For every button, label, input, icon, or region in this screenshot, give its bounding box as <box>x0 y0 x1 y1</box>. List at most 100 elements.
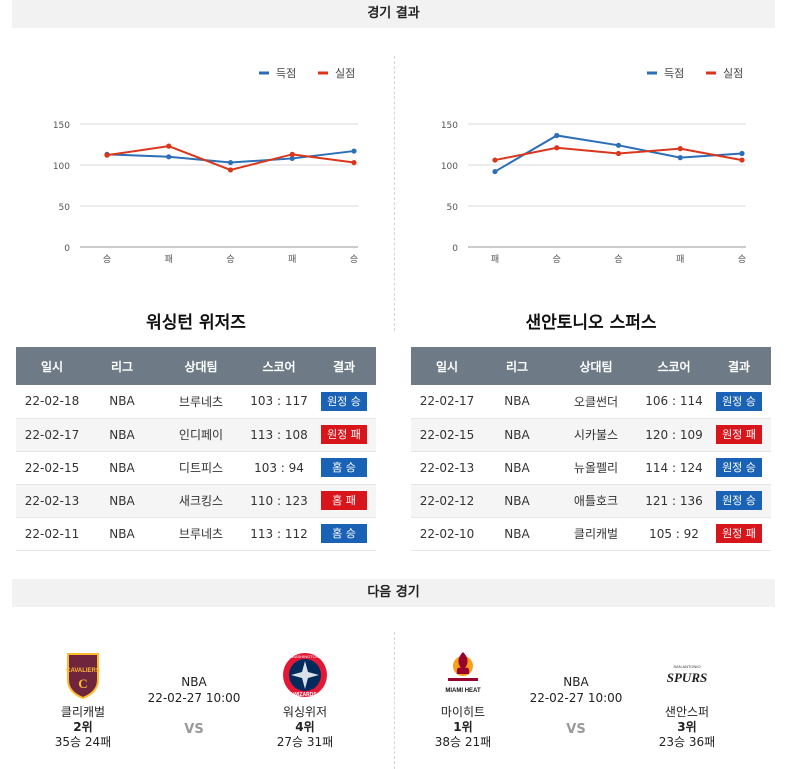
cell-league: NBA <box>483 385 551 419</box>
cell-opponent: 디트피스 <box>156 451 246 485</box>
column-divider <box>394 56 395 331</box>
table-row[interactable]: 22-02-10 NBA 클리캐벌 105 : 92 원정 패 <box>411 517 771 551</box>
data-point-scored[interactable] <box>492 168 498 175</box>
cell-score: 121 : 136 <box>641 484 707 518</box>
team-rank: 2위 <box>73 720 93 734</box>
x-tick-label: 패 <box>165 254 173 265</box>
data-point-conceded[interactable] <box>615 150 622 157</box>
cell-date: 22-02-15 <box>16 451 88 485</box>
chart-legend: 득점 실점 <box>259 67 355 80</box>
data-point-conceded[interactable] <box>166 143 172 149</box>
next-divider <box>394 632 395 769</box>
table-row[interactable]: 22-02-12 NBA 애틀호크 121 : 136 원정 승 <box>411 484 771 518</box>
result-badge: 원정 승 <box>321 391 367 411</box>
cell-date: 22-02-10 <box>411 517 483 551</box>
league-label: NBA <box>181 675 207 689</box>
cell-league: NBA <box>483 484 551 518</box>
data-point-conceded[interactable] <box>677 146 683 152</box>
team-title-sanantonio: 샌안토니오 스퍼스 <box>525 313 657 333</box>
cell-league: NBA <box>88 385 156 419</box>
next-team-away[interactable]: SAN ANTONIO SPURS 샌안스퍼 3위 23승 36패 <box>642 650 732 750</box>
data-point-conceded[interactable] <box>104 152 110 158</box>
table-row[interactable]: 22-02-18 NBA 브루네츠 103 : 117 원정 승 <box>16 385 376 419</box>
x-tick-label: 승 <box>614 254 622 265</box>
next-team-home[interactable]: CAVALIERS C 클리캐벌 2위 35승 24패 <box>38 650 128 750</box>
spurs-logo-icon: SAN ANTONIO SPURS <box>662 650 712 700</box>
y-tick-label: 100 <box>53 162 70 172</box>
spurs-logo-text: SPURS <box>667 670 707 685</box>
cell-score: 103 : 117 <box>246 385 312 419</box>
cell-result: 홈 승 <box>312 517 376 551</box>
data-point-conceded[interactable] <box>289 151 295 157</box>
data-point-scored[interactable] <box>615 142 622 148</box>
cell-result: 원정 승 <box>707 484 771 518</box>
data-point-scored[interactable] <box>554 132 560 139</box>
col-league: 리그 <box>88 347 156 385</box>
cell-league: NBA <box>88 517 156 551</box>
cell-result: 원정 승 <box>707 385 771 419</box>
next-game-2[interactable]: MIAMI HEAT 마이히트 1위 38승 21패 NBA 22-02-27 … <box>396 640 776 760</box>
cell-result: 원정 패 <box>707 517 771 551</box>
col-score: 스코어 <box>641 347 707 385</box>
result-badge: 원정 패 <box>321 425 367 444</box>
y-tick-label: 0 <box>452 244 458 254</box>
data-point-scored[interactable] <box>351 148 357 154</box>
table-row[interactable]: 22-02-17 NBA 인디페이 113 : 108 원정 패 <box>16 418 376 452</box>
x-tick-label: 승 <box>350 254 358 265</box>
cell-score: 113 : 108 <box>246 418 312 452</box>
next-section-header: 다음 경기 <box>12 579 775 607</box>
data-point-conceded[interactable] <box>554 145 560 151</box>
col-result: 결과 <box>312 347 376 385</box>
cell-date: 22-02-17 <box>16 418 88 452</box>
table-row[interactable]: 22-02-13 NBA 뉴올펠리 114 : 124 원정 승 <box>411 451 771 485</box>
x-tick-label: 패 <box>491 254 499 265</box>
result-badge: 홈 패 <box>321 491 367 510</box>
team-rank: 3위 <box>677 720 697 734</box>
chart-washington-svg: 득점 실점 0 50 100 150 승 패 승 패 승 <box>53 67 358 265</box>
y-tick-label: 0 <box>64 244 70 254</box>
y-tick-label: 50 <box>59 203 71 213</box>
col-score: 스코어 <box>246 347 312 385</box>
data-point-scored[interactable] <box>677 155 683 161</box>
legend-label-conceded: 실점 <box>335 67 355 80</box>
data-point-scored[interactable] <box>166 154 172 160</box>
svg-text:C: C <box>78 676 87 691</box>
game-datetime: 22-02-27 10:00 <box>147 691 241 705</box>
team-name: 마이히트 <box>440 705 486 719</box>
table-row[interactable]: 22-02-15 NBA 디트피스 103 : 94 홈 승 <box>16 451 376 485</box>
cell-opponent: 오클썬더 <box>551 385 641 419</box>
data-point-conceded[interactable] <box>739 157 745 163</box>
data-point-scored[interactable] <box>289 155 295 162</box>
next-game-1[interactable]: CAVALIERS C 클리캐벌 2위 35승 24패 NBA 22-02-27… <box>12 640 392 760</box>
result-badge: 원정 승 <box>716 491 762 510</box>
team-name: 워싱위저 <box>282 705 328 719</box>
table-row[interactable]: 22-02-17 NBA 오클썬더 106 : 114 원정 승 <box>411 385 771 419</box>
cell-score: 120 : 109 <box>641 418 707 452</box>
col-opponent: 상대팀 <box>156 347 246 385</box>
team-rank: 1위 <box>453 720 473 734</box>
data-point-conceded[interactable] <box>351 159 357 166</box>
table-row[interactable]: 22-02-13 NBA 새크킹스 110 : 123 홈 패 <box>16 484 376 518</box>
cell-date: 22-02-13 <box>16 484 88 518</box>
x-tick-label: 패 <box>288 254 296 265</box>
league-label: NBA <box>563 675 589 689</box>
table-row[interactable]: 22-02-15 NBA 시카불스 120 : 109 원정 패 <box>411 418 771 452</box>
next-game-info: NBA 22-02-27 10:00 <box>516 675 636 705</box>
y-tick-label: 100 <box>441 162 458 172</box>
data-point-conceded[interactable] <box>227 167 234 173</box>
heat-logo-text: MIAMI HEAT <box>445 688 481 694</box>
cell-score: 110 : 123 <box>246 484 312 518</box>
team-rank: 4위 <box>295 720 315 734</box>
table-row[interactable]: 22-02-11 NBA 브루네츠 113 : 112 홈 승 <box>16 517 376 551</box>
x-tick-label: 승 <box>226 254 234 265</box>
data-point-scored[interactable] <box>739 150 745 157</box>
cell-score: 105 : 92 <box>641 517 707 551</box>
data-point-scored[interactable] <box>227 159 234 166</box>
game-datetime: 22-02-27 10:00 <box>529 691 623 705</box>
next-team-away[interactable]: WASHINGTON WIZARDS 워싱위저 4위 27승 31패 <box>260 650 350 750</box>
next-team-home[interactable]: MIAMI HEAT 마이히트 1위 38승 21패 <box>418 650 508 750</box>
data-point-conceded[interactable] <box>492 157 498 163</box>
team-record: 35승 24패 <box>54 735 112 749</box>
cell-result: 원정 패 <box>312 418 376 452</box>
table-header-row: 일시 리그 상대팀 스코어 결과 <box>411 347 771 385</box>
